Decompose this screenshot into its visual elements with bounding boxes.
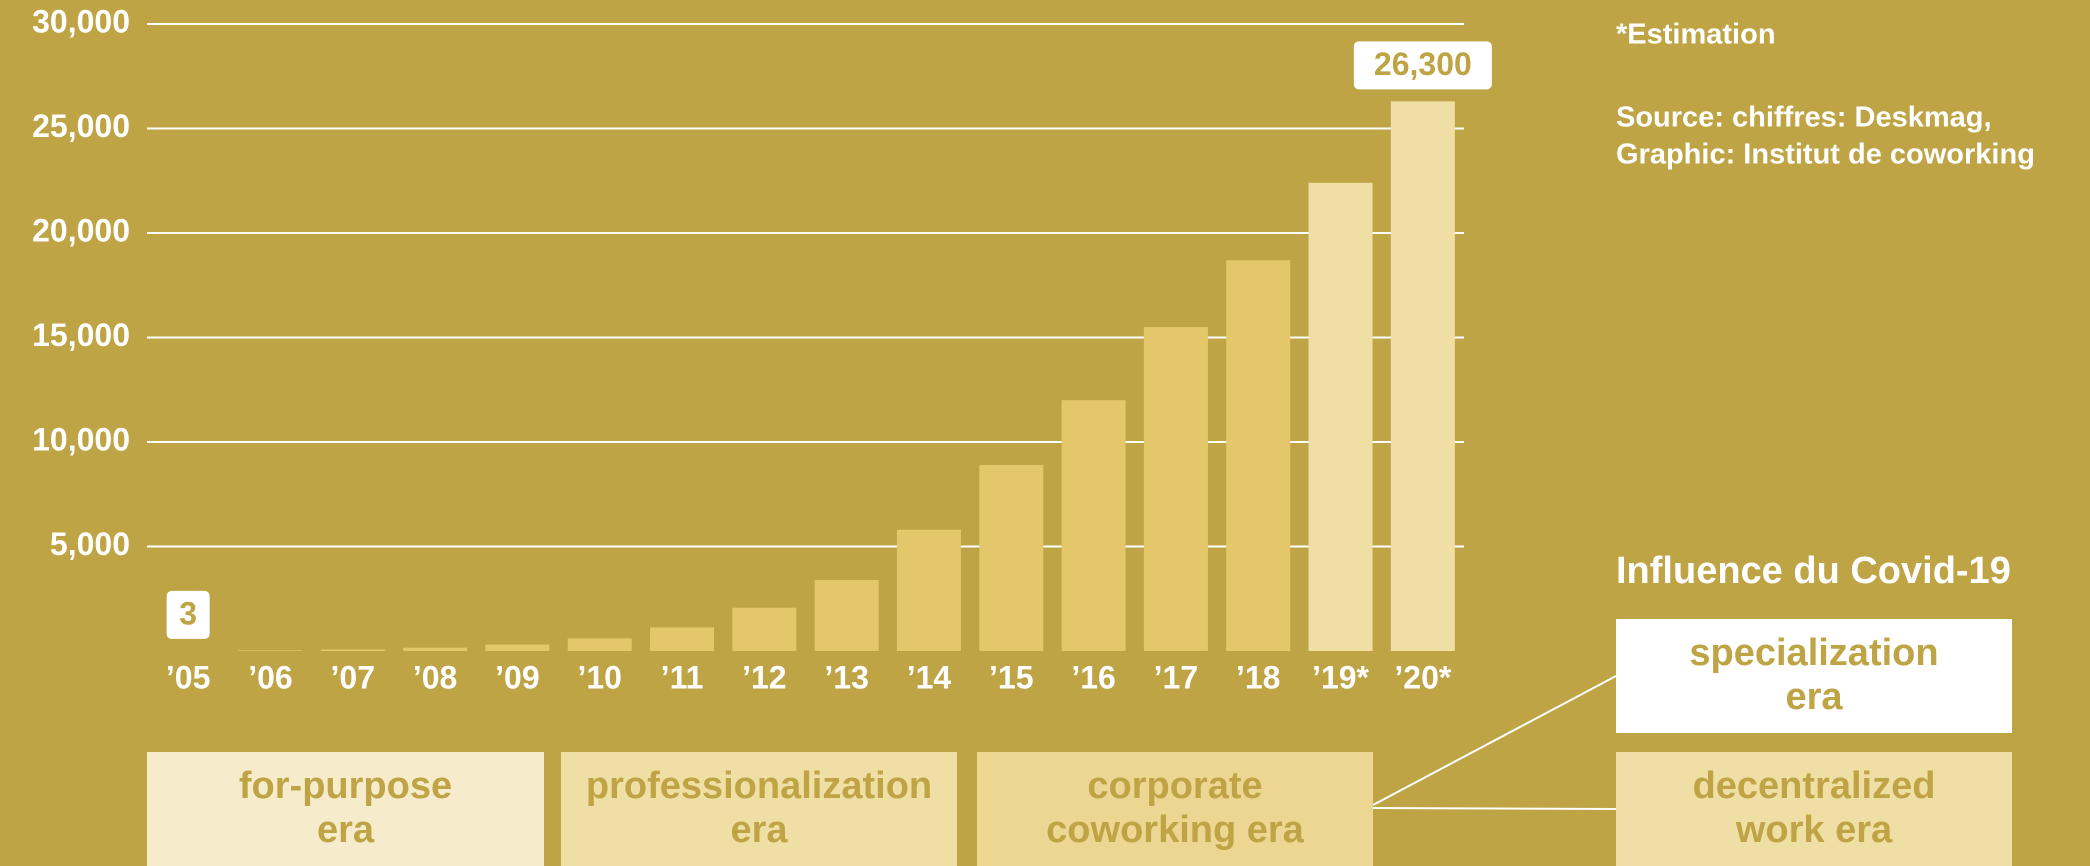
- x-tick-label: ’06: [248, 659, 292, 695]
- bar: [1308, 182, 1373, 651]
- covid-title: Influence du Covid-19: [1616, 550, 2011, 592]
- era-box: [1616, 752, 2012, 866]
- bar: [1061, 400, 1126, 651]
- x-tick-label: ’10: [577, 659, 621, 695]
- era-label: era: [730, 809, 788, 851]
- bar: [238, 650, 303, 651]
- x-tick-label: ’19*: [1312, 659, 1369, 695]
- x-tick-label: ’18: [1236, 659, 1280, 695]
- x-tick-label: ’16: [1071, 659, 1115, 695]
- y-tick-label: 25,000: [32, 108, 130, 144]
- x-tick-label: ’13: [824, 659, 868, 695]
- era-label: work era: [1735, 809, 1893, 851]
- era-label: era: [317, 809, 375, 851]
- era-box: [1616, 619, 2012, 733]
- era-label: for-purpose: [239, 765, 452, 807]
- era-label: era: [1785, 676, 1843, 718]
- bar: [1390, 101, 1455, 651]
- bar: [1226, 260, 1291, 651]
- note: *Estimation: [1616, 19, 1776, 51]
- value-label-box: [1353, 41, 1492, 90]
- bar: [403, 647, 468, 651]
- era-label: corporate: [1087, 765, 1262, 807]
- x-tick-label: ’09: [495, 659, 539, 695]
- note: Source: chiffres: Deskmag,: [1616, 102, 1992, 134]
- connector: [1372, 807, 1617, 810]
- bar: [732, 607, 797, 651]
- bar: [320, 649, 385, 651]
- era-label: decentralized: [1693, 765, 1936, 807]
- x-tick-label: ’05: [166, 659, 210, 695]
- era-box: [147, 752, 544, 866]
- x-tick-label: ’11: [661, 659, 704, 695]
- era-label: professionalization: [586, 765, 932, 807]
- x-tick-label: ’07: [331, 659, 375, 695]
- x-tick-label: ’08: [413, 659, 457, 695]
- bar: [1143, 327, 1208, 651]
- y-tick-label: 10,000: [32, 421, 130, 457]
- value-label: 26,300: [1374, 46, 1472, 82]
- x-tick-label: ’20*: [1394, 659, 1451, 695]
- era-box: [561, 752, 957, 866]
- bar: [485, 644, 550, 651]
- era-label: specialization: [1689, 632, 1938, 674]
- era-box: [977, 752, 1373, 866]
- bar: [979, 464, 1044, 651]
- x-tick-label: ’15: [989, 659, 1033, 695]
- bar: [567, 638, 632, 651]
- value-label: 3: [179, 595, 197, 631]
- y-tick-label: 20,000: [32, 212, 130, 248]
- connector: [1372, 675, 1617, 806]
- x-tick-label: ’14: [907, 659, 952, 695]
- bar: [896, 529, 961, 651]
- y-tick-label: 30,000: [32, 3, 130, 39]
- y-tick-label: 5,000: [50, 526, 130, 562]
- note: Graphic: Institut de coworking: [1616, 139, 2035, 171]
- bar: [650, 627, 715, 651]
- x-tick-label: ’17: [1154, 659, 1198, 695]
- bar: [814, 579, 879, 651]
- y-tick-label: 15,000: [32, 317, 130, 353]
- value-label-box: [166, 590, 210, 639]
- era-label: coworking era: [1046, 809, 1304, 851]
- x-tick-label: ’12: [742, 659, 786, 695]
